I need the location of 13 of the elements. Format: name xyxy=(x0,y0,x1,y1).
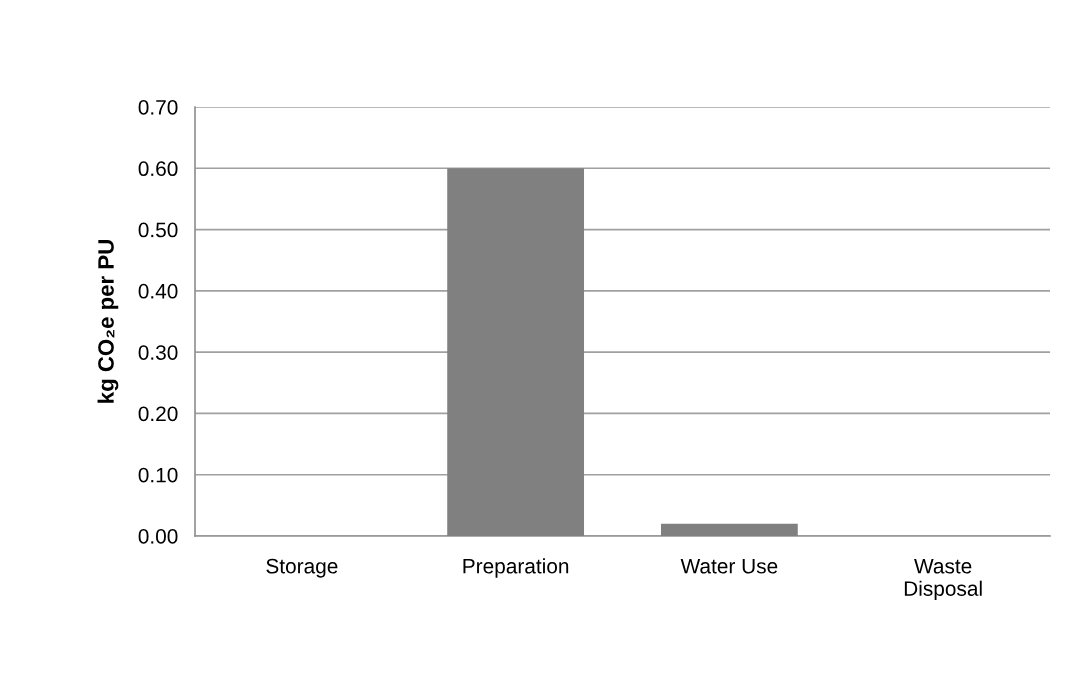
y-tick-label: 0.50 xyxy=(138,222,178,238)
y-tick-label: 0.60 xyxy=(138,161,178,177)
y-tick-label: 0.30 xyxy=(138,345,178,360)
y-tick-label: 0.20 xyxy=(138,406,178,422)
x-tick-label: Preparation xyxy=(463,558,569,578)
x-tick-label: Storage xyxy=(266,558,338,578)
x-tick-label: Water Use xyxy=(680,558,778,574)
y-tick-label: 0.40 xyxy=(138,283,178,299)
y-axis-title: kg CO₂e per PU xyxy=(97,240,119,403)
y-tick-label: 0.10 xyxy=(138,467,178,483)
x-tick-label: Waste Disposal xyxy=(904,558,982,601)
y-tick-label: 0.00 xyxy=(138,529,178,544)
y-tick-label: 0.70 xyxy=(138,100,178,115)
